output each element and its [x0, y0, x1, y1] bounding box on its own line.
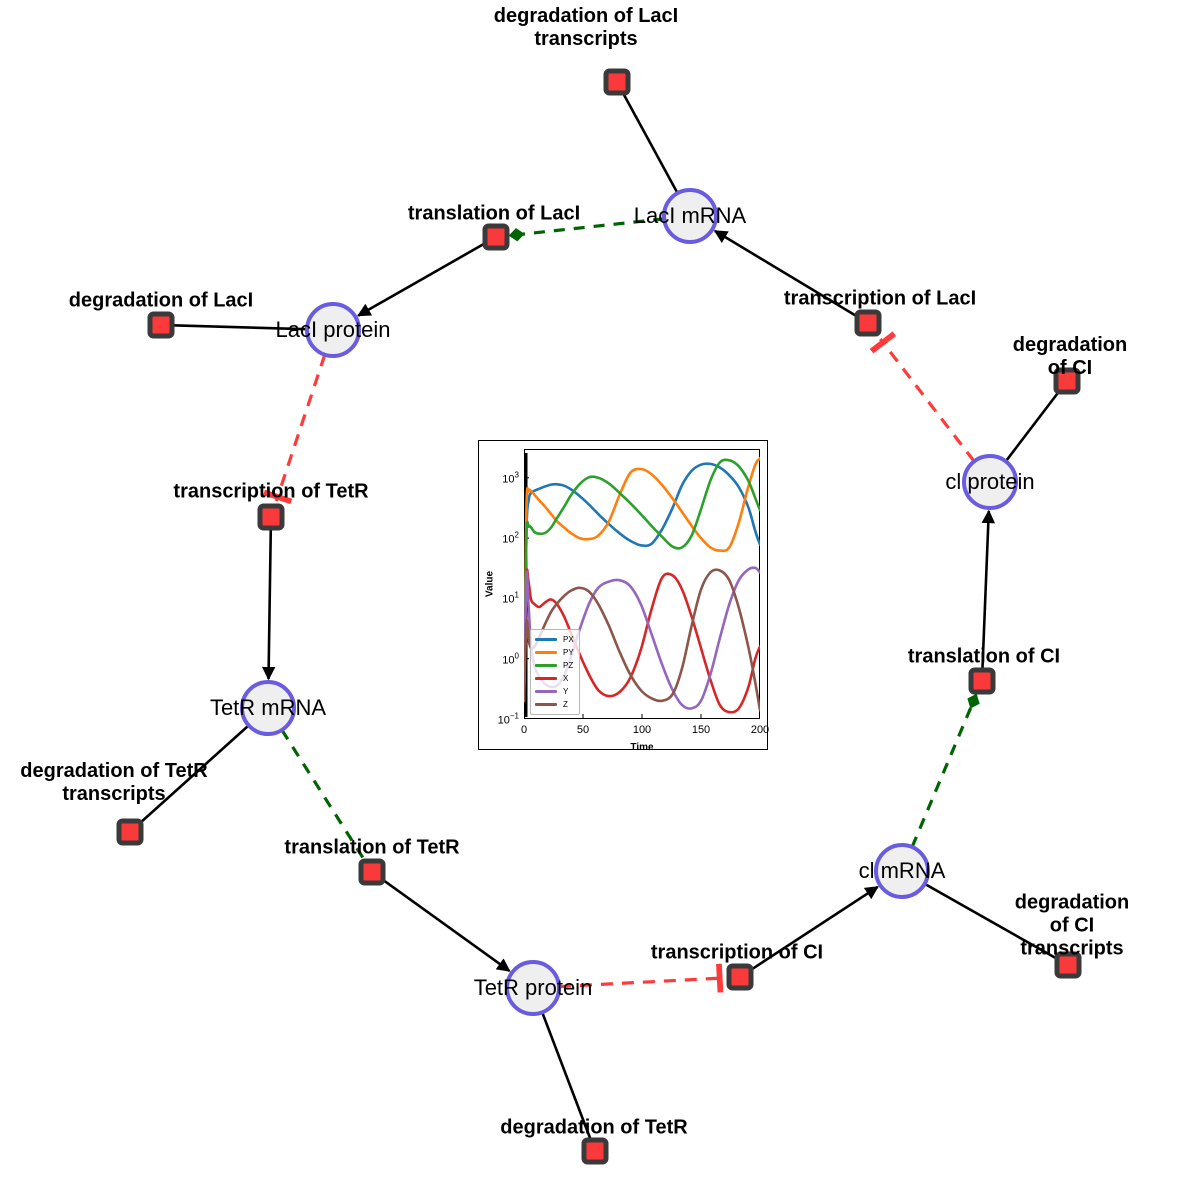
edge-laci_mrna-to-deg_laci_tx: [621, 92, 679, 194]
y-axis-label: Value: [484, 570, 496, 598]
legend-label-Z: Z: [563, 699, 568, 709]
place-node-tetr_prot[interactable]: [505, 960, 561, 1016]
transition-node-transl_cl[interactable]: [968, 667, 996, 695]
legend-row-Y[interactable]: Y: [535, 685, 574, 698]
legend-label-Y: Y: [563, 686, 569, 696]
edge-transl_laci-to-laci_prot: [357, 242, 486, 317]
legend-row-X[interactable]: X: [535, 672, 574, 685]
edge-tx_laci-to-laci_mrna: [713, 229, 858, 318]
timecourse-inset-plot: 10−1 100 101 102 103 0 50 100 150 200 Value Time…: [478, 440, 769, 753]
y-tick-label: 103: [502, 470, 519, 486]
series-line-X: [524, 568, 760, 714]
transition-node-transl_tetr[interactable]: [358, 858, 386, 886]
transition-node-tx_laci[interactable]: [854, 309, 882, 337]
series-line-PY: [524, 457, 760, 703]
x-tick-label: 0: [520, 724, 528, 736]
edge-layer: [140, 92, 1060, 1141]
edge-laci_prot-to-tx_tetr: [263, 354, 327, 505]
y-tick-label: 10−1: [497, 711, 519, 727]
transition-node-deg_laci[interactable]: [147, 311, 175, 339]
edge-cl_prot-to-tx_laci: [869, 331, 976, 463]
edge-tetr_mrna-to-transl_tetr: [280, 729, 367, 862]
edge-tetr_mrna-to-deg_tetr_tx: [140, 724, 250, 824]
x-tick-label: 100: [632, 724, 652, 736]
edge-laci_mrna-to-transl_laci: [508, 217, 665, 242]
legend-label-PY: PY: [563, 647, 574, 657]
x-axis-label: Time: [630, 742, 654, 753]
legend-swatch-PX: [535, 638, 557, 641]
edge-transl_cl-to-cl_prot: [981, 509, 996, 671]
edge-tx_tetr-to-tetr_mrna: [261, 527, 276, 681]
transition-node-transl_laci[interactable]: [482, 223, 510, 251]
transition-node-deg_cl[interactable]: [1053, 367, 1081, 395]
y-tick-label: 102: [502, 530, 519, 546]
plot-legend: PX PY PZ X Y Z: [530, 629, 580, 715]
transition-node-tx_cl[interactable]: [726, 963, 754, 991]
transition-node-deg_cl_tx[interactable]: [1054, 951, 1082, 979]
edge-cl_mrna-to-transl_cl: [910, 693, 980, 848]
node-layer: [116, 68, 1082, 1165]
edge-tx_cl-to-cl_mrna: [750, 885, 879, 971]
x-tick-label: 200: [750, 724, 770, 736]
edge-laci_prot-to-deg_laci: [171, 324, 308, 331]
legend-row-PX[interactable]: PX: [535, 633, 574, 646]
legend-row-Z[interactable]: Z: [535, 698, 574, 711]
edge-cl_prot-to-deg_cl: [1004, 391, 1060, 463]
place-node-laci_prot[interactable]: [305, 302, 361, 358]
edge-tetr_prot-to-tx_cl: [558, 963, 725, 993]
place-node-cl_mrna[interactable]: [874, 843, 930, 899]
y-tick-label: 101: [502, 591, 519, 606]
edge-cl_mrna-to-deg_cl_tx: [923, 882, 1058, 960]
transition-node-deg_laci_tx[interactable]: [603, 68, 631, 96]
x-tick-label: 150: [691, 724, 711, 736]
legend-swatch-PY: [535, 651, 557, 654]
edge-transl_tetr-to-tetr_prot: [382, 878, 511, 973]
series-line-PX: [524, 462, 760, 703]
transition-node-deg_tetr[interactable]: [581, 1137, 609, 1165]
transition-node-deg_tetr_tx[interactable]: [116, 818, 144, 846]
legend-label-X: X: [563, 673, 569, 683]
series-line-PZ: [524, 458, 760, 703]
edge-tetr_prot-to-deg_tetr: [540, 1011, 593, 1141]
transition-node-tx_tetr[interactable]: [257, 503, 285, 531]
legend-swatch-Y: [535, 690, 557, 693]
place-node-cl_prot[interactable]: [962, 454, 1018, 510]
legend-label-PZ: PZ: [563, 660, 574, 670]
legend-row-PZ[interactable]: PZ: [535, 659, 574, 672]
legend-swatch-PZ: [535, 664, 557, 667]
y-tick-label: 100: [502, 651, 519, 667]
plot-area: 10−1 100 101 102 103 0 50 100 150 200 Value Time…: [485, 449, 769, 753]
legend-row-PY[interactable]: PY: [535, 646, 574, 659]
place-node-laci_mrna[interactable]: [662, 188, 718, 244]
legend-swatch-Z: [535, 703, 557, 706]
legend-swatch-X: [535, 677, 557, 680]
x-tick-label: 50: [576, 724, 590, 736]
place-node-tetr_mrna[interactable]: [240, 680, 296, 736]
legend-label-PX: PX: [563, 634, 574, 644]
